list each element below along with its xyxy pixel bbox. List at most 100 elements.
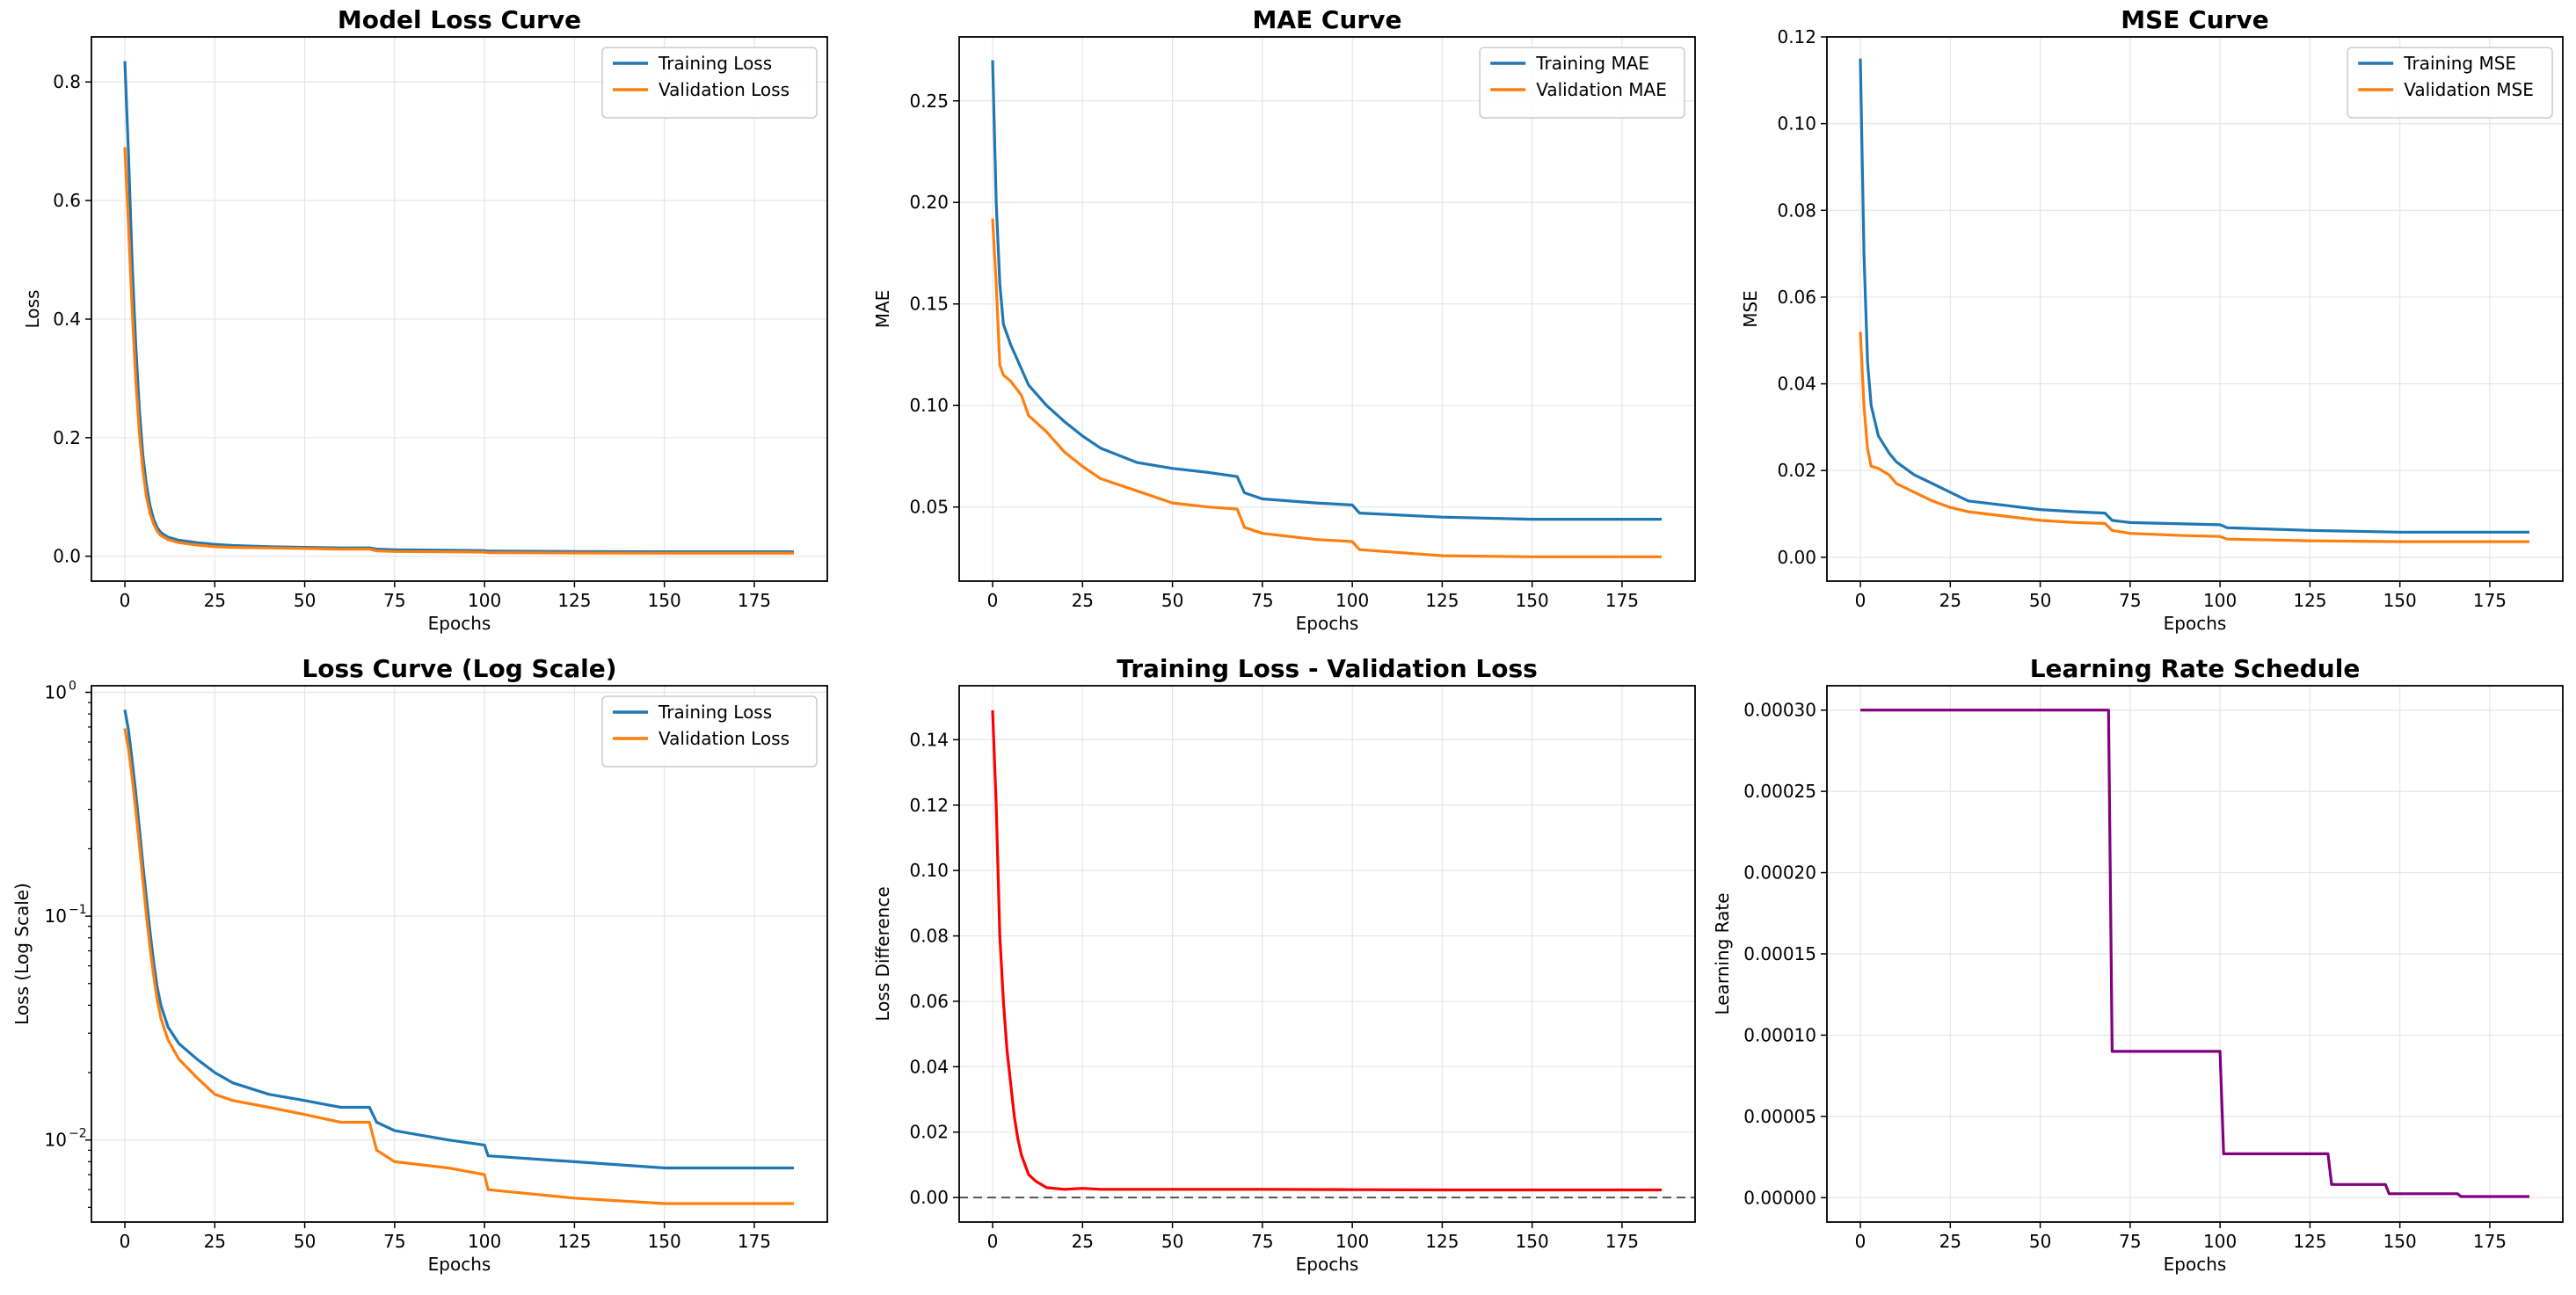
y-tick-label: 0.00000	[1743, 1187, 1816, 1208]
y-tick-exponent: −1	[69, 903, 87, 917]
x-tick-label: 50	[294, 1231, 316, 1252]
y-tick-label: 0.04	[1777, 374, 1816, 395]
y-tick-label: 0.08	[1777, 200, 1816, 221]
x-tick-label: 175	[1605, 590, 1639, 611]
series-line-validation-mse	[1859, 331, 2529, 543]
x-axis-label: Epochs	[428, 1254, 491, 1275]
chart-title: MSE Curve	[2121, 5, 2268, 34]
y-tick-label: 0.00010	[1743, 1024, 1816, 1045]
x-tick-label: 75	[1251, 590, 1273, 611]
legend-box	[2347, 47, 2553, 119]
x-tick-label: 150	[2383, 1231, 2417, 1252]
legend: Training Loss Validation Loss	[601, 695, 818, 768]
x-tick-label: 125	[2293, 1231, 2326, 1252]
y-tick-label: 0.4	[53, 309, 81, 330]
legend: Training Loss Validation Loss	[601, 47, 818, 119]
series-line-learning-rate	[1860, 709, 2529, 1198]
axes-frame	[958, 685, 1696, 1223]
axes-frame	[1826, 36, 2564, 582]
y-tick-label: 0.12	[1777, 26, 1816, 47]
chart-title: Learning Rate Schedule	[2030, 654, 2361, 683]
x-tick-label: 125	[557, 590, 591, 611]
x-tick-label: 150	[2383, 590, 2417, 611]
x-tick-label: 25	[1939, 590, 1961, 611]
x-tick-label: 125	[1425, 1231, 1459, 1252]
x-tick-label: 25	[1939, 1231, 1961, 1252]
series-line-validation-loss	[123, 728, 794, 1205]
y-tick-label: 0.00005	[1743, 1106, 1816, 1127]
x-tick-label: 0	[987, 1231, 999, 1252]
chart-title: Training Loss - Validation Loss	[1117, 654, 1538, 683]
y-tick-label: 10	[45, 681, 67, 702]
x-axis-label: Epochs	[2164, 1254, 2227, 1275]
x-axis-label: Epochs	[2164, 613, 2227, 634]
x-tick-label: 100	[2203, 1231, 2237, 1252]
y-tick-label: 0.06	[1777, 287, 1816, 308]
y-axis-label: Loss (Log Scale)	[11, 883, 33, 1025]
x-tick-label: 100	[2203, 590, 2237, 611]
y-tick-label: 0.00025	[1743, 781, 1816, 802]
chart-panel-3: 0 25 50 75 100 125 150 175 0.00 0.02 0.04 0.06 0.08 0…	[1740, 5, 2564, 634]
legend: Training MSE Validation MSE	[2347, 47, 2553, 119]
x-tick-label: 25	[204, 1231, 226, 1252]
y-tick-label: 0.10	[909, 395, 949, 416]
y-tick-label: 10	[45, 906, 67, 927]
y-axis-label: MSE	[1740, 290, 1761, 328]
legend-label: Validation Loss	[659, 79, 790, 100]
y-tick-exponent: −2	[69, 1127, 87, 1141]
chart-panel-1: 0 25 50 75 100 125 150 175 0.0 0.2 0.4 0.6 0.8 Model …	[22, 5, 828, 634]
chart-title: Loss Curve (Log Scale)	[302, 654, 616, 683]
axes-frame	[91, 685, 828, 1223]
y-tick-label: 0.05	[909, 497, 949, 518]
y-axis-label: Loss Difference	[872, 886, 893, 1021]
plot-area	[91, 37, 827, 581]
x-tick-label: 0	[987, 590, 999, 611]
x-tick-label: 0	[1855, 590, 1867, 611]
axes-frame	[91, 36, 828, 582]
x-tick-label: 50	[1161, 590, 1183, 611]
y-tick-label: 0.12	[909, 795, 949, 816]
y-tick-label: 0.8	[53, 71, 81, 92]
x-tick-label: 25	[1072, 1231, 1094, 1252]
y-tick-label: 0.06	[909, 991, 949, 1012]
x-tick-label: 75	[383, 590, 405, 611]
chart-title: MAE Curve	[1253, 5, 1402, 34]
x-tick-label: 0	[120, 1231, 131, 1252]
chart-panel-5: 0 25 50 75 100 125 150 175 0.00 0.02 0.04 0.06 0.08 0…	[872, 654, 1696, 1275]
series-line-training-loss	[123, 61, 794, 554]
x-tick-label: 0	[120, 590, 131, 611]
x-tick-label: 175	[1605, 1231, 1639, 1252]
x-tick-label: 50	[1161, 1231, 1183, 1252]
x-tick-label: 125	[2293, 590, 2326, 611]
x-tick-label: 150	[1516, 590, 1549, 611]
x-tick-label: 150	[648, 590, 681, 611]
x-tick-label: 125	[1425, 590, 1459, 611]
y-tick-label: 0.6	[53, 190, 81, 211]
plot-area	[959, 37, 1695, 581]
x-tick-label: 125	[557, 1231, 591, 1252]
y-axis-label: Loss	[22, 290, 43, 329]
x-tick-label: 75	[2119, 590, 2141, 611]
axes-frame	[958, 36, 1696, 582]
plot-area	[1827, 37, 2563, 581]
x-tick-label: 75	[2119, 1231, 2141, 1252]
series-line-validation-mae	[991, 218, 1662, 558]
y-tick-label: 0.04	[909, 1056, 949, 1077]
legend-label: Training Loss	[658, 702, 772, 723]
legend-label: Training Loss	[658, 53, 772, 74]
y-tick-label: 0.10	[909, 860, 949, 881]
x-axis-label: Epochs	[1296, 1254, 1359, 1275]
series-line-training-mse	[1859, 58, 2529, 534]
chart-title: Model Loss Curve	[338, 5, 581, 34]
y-tick-label: 0.00	[1777, 547, 1816, 568]
plot-area	[959, 686, 1695, 1222]
y-tick-label: 0.10	[1777, 113, 1816, 135]
legend-box	[1479, 47, 1685, 119]
y-tick-label: 0.00020	[1743, 862, 1816, 884]
x-tick-label: 100	[468, 1231, 501, 1252]
x-axis-label: Epochs	[428, 613, 491, 634]
y-tick-label: 0.08	[909, 926, 949, 947]
y-tick-label: 0.00015	[1743, 943, 1816, 964]
